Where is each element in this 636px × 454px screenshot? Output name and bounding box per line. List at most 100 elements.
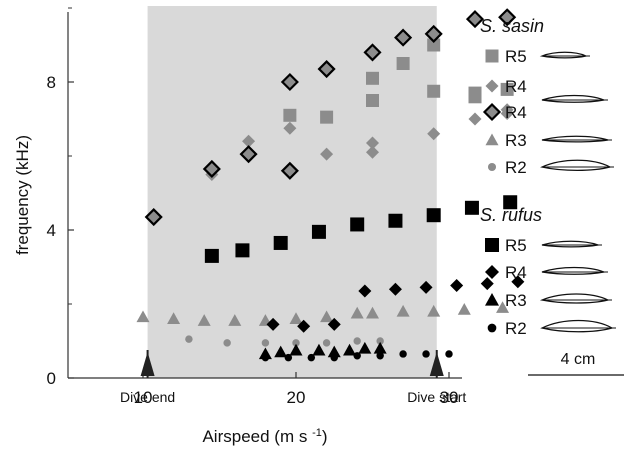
data-point — [320, 110, 334, 124]
rufus-feather-icon — [540, 319, 614, 333]
legend-marker — [485, 133, 499, 146]
data-point — [500, 103, 514, 117]
data-point — [358, 341, 372, 354]
legend-marker — [485, 238, 499, 252]
data-point — [445, 350, 453, 358]
data-point — [426, 208, 441, 223]
data-point — [422, 350, 430, 358]
data-point — [427, 84, 441, 98]
series-7 — [258, 341, 387, 360]
legend-marker — [485, 293, 499, 306]
data-point — [327, 345, 341, 358]
legend-entry-label: R3 — [505, 291, 527, 310]
data-point — [197, 314, 211, 326]
data-point — [353, 352, 361, 360]
data-point — [185, 335, 193, 343]
data-point — [289, 312, 303, 324]
x-tick-label: 10 — [134, 388, 153, 407]
data-point — [223, 339, 231, 347]
data-point — [350, 306, 364, 319]
rufus-feather-icon — [539, 293, 610, 304]
data-point — [235, 243, 250, 258]
series-4 — [185, 335, 384, 347]
legend-group-title: S. rufus — [480, 205, 542, 225]
data-point — [283, 108, 297, 122]
data-point — [202, 159, 221, 179]
data-point — [468, 112, 482, 126]
dive-shaded-region — [147, 6, 437, 378]
data-point — [358, 284, 372, 298]
sasin-feather-icon — [539, 51, 588, 59]
scale-bar-label: 4 cm — [561, 351, 596, 368]
legend-marker — [485, 49, 499, 63]
x-tick-label: 20 — [287, 388, 306, 407]
legend-entry-label: R2 — [505, 319, 527, 338]
sasin-feather-icon — [541, 135, 609, 143]
data-point — [376, 352, 384, 360]
legend: S. sasin R5 R4 R4 R3 R2 S. rufus R5 R4 R3 R2 4 cm — [480, 16, 624, 376]
data-point — [366, 94, 379, 107]
data-point — [204, 248, 219, 263]
data-point — [311, 224, 326, 239]
data-point — [261, 339, 270, 347]
legend-entry-label: R4 — [505, 77, 527, 96]
series-6 — [266, 275, 525, 333]
data-point — [427, 38, 441, 52]
data-point — [242, 134, 256, 148]
data-point — [327, 317, 341, 331]
data-point — [136, 310, 150, 323]
data-point — [322, 339, 331, 347]
annotation-arrow-head — [429, 352, 444, 376]
data-point — [228, 314, 242, 326]
data-point — [498, 8, 517, 27]
y-tick-label: 4 — [47, 221, 56, 240]
data-point — [465, 10, 485, 29]
data-point — [280, 72, 299, 92]
series-8 — [261, 350, 453, 362]
annotation-label: Dive start — [407, 389, 466, 405]
data-point — [396, 304, 410, 317]
data-point — [394, 28, 413, 47]
legend-entry-label: R3 — [505, 131, 527, 150]
y-tick-label: 8 — [47, 73, 56, 92]
plot-area: 0 4 8 10 20 30 frequency (kHz) Airspeed (m s -1… — [13, 6, 525, 446]
data-point — [363, 43, 382, 62]
data-point — [320, 147, 334, 161]
data-point — [366, 71, 379, 85]
legend-entry-label: R5 — [505, 47, 527, 66]
data-point — [330, 353, 338, 362]
rufus-feather-icon — [541, 240, 601, 248]
legend-marker — [487, 323, 497, 333]
data-point — [457, 303, 471, 315]
series-2 — [144, 8, 517, 227]
data-point — [273, 235, 288, 250]
data-point — [388, 282, 402, 296]
data-point — [292, 339, 300, 347]
data-point — [312, 343, 326, 356]
data-point — [500, 82, 514, 96]
data-point — [289, 343, 303, 356]
data-point — [320, 310, 334, 323]
data-point — [239, 145, 258, 164]
data-point — [373, 341, 387, 354]
series-0 — [283, 38, 514, 124]
legend-marker — [485, 265, 499, 279]
data-point — [427, 127, 441, 141]
rufus-feather-icon — [541, 266, 607, 275]
data-point — [343, 343, 357, 356]
data-point — [511, 275, 525, 289]
legend-entry-label: R4 — [505, 263, 527, 282]
x-axis-label: Airspeed (m s -1) — [202, 427, 327, 446]
data-point — [144, 207, 163, 227]
data-point — [167, 312, 181, 324]
sasin-feather-icon — [541, 94, 607, 103]
x-tick-label: 30 — [440, 388, 459, 407]
data-point — [419, 280, 433, 294]
legend-entry-label: R4 — [505, 103, 527, 122]
data-point — [480, 277, 494, 291]
data-point — [399, 350, 407, 358]
data-point — [468, 90, 482, 104]
data-point — [366, 145, 379, 159]
data-point — [424, 24, 443, 43]
